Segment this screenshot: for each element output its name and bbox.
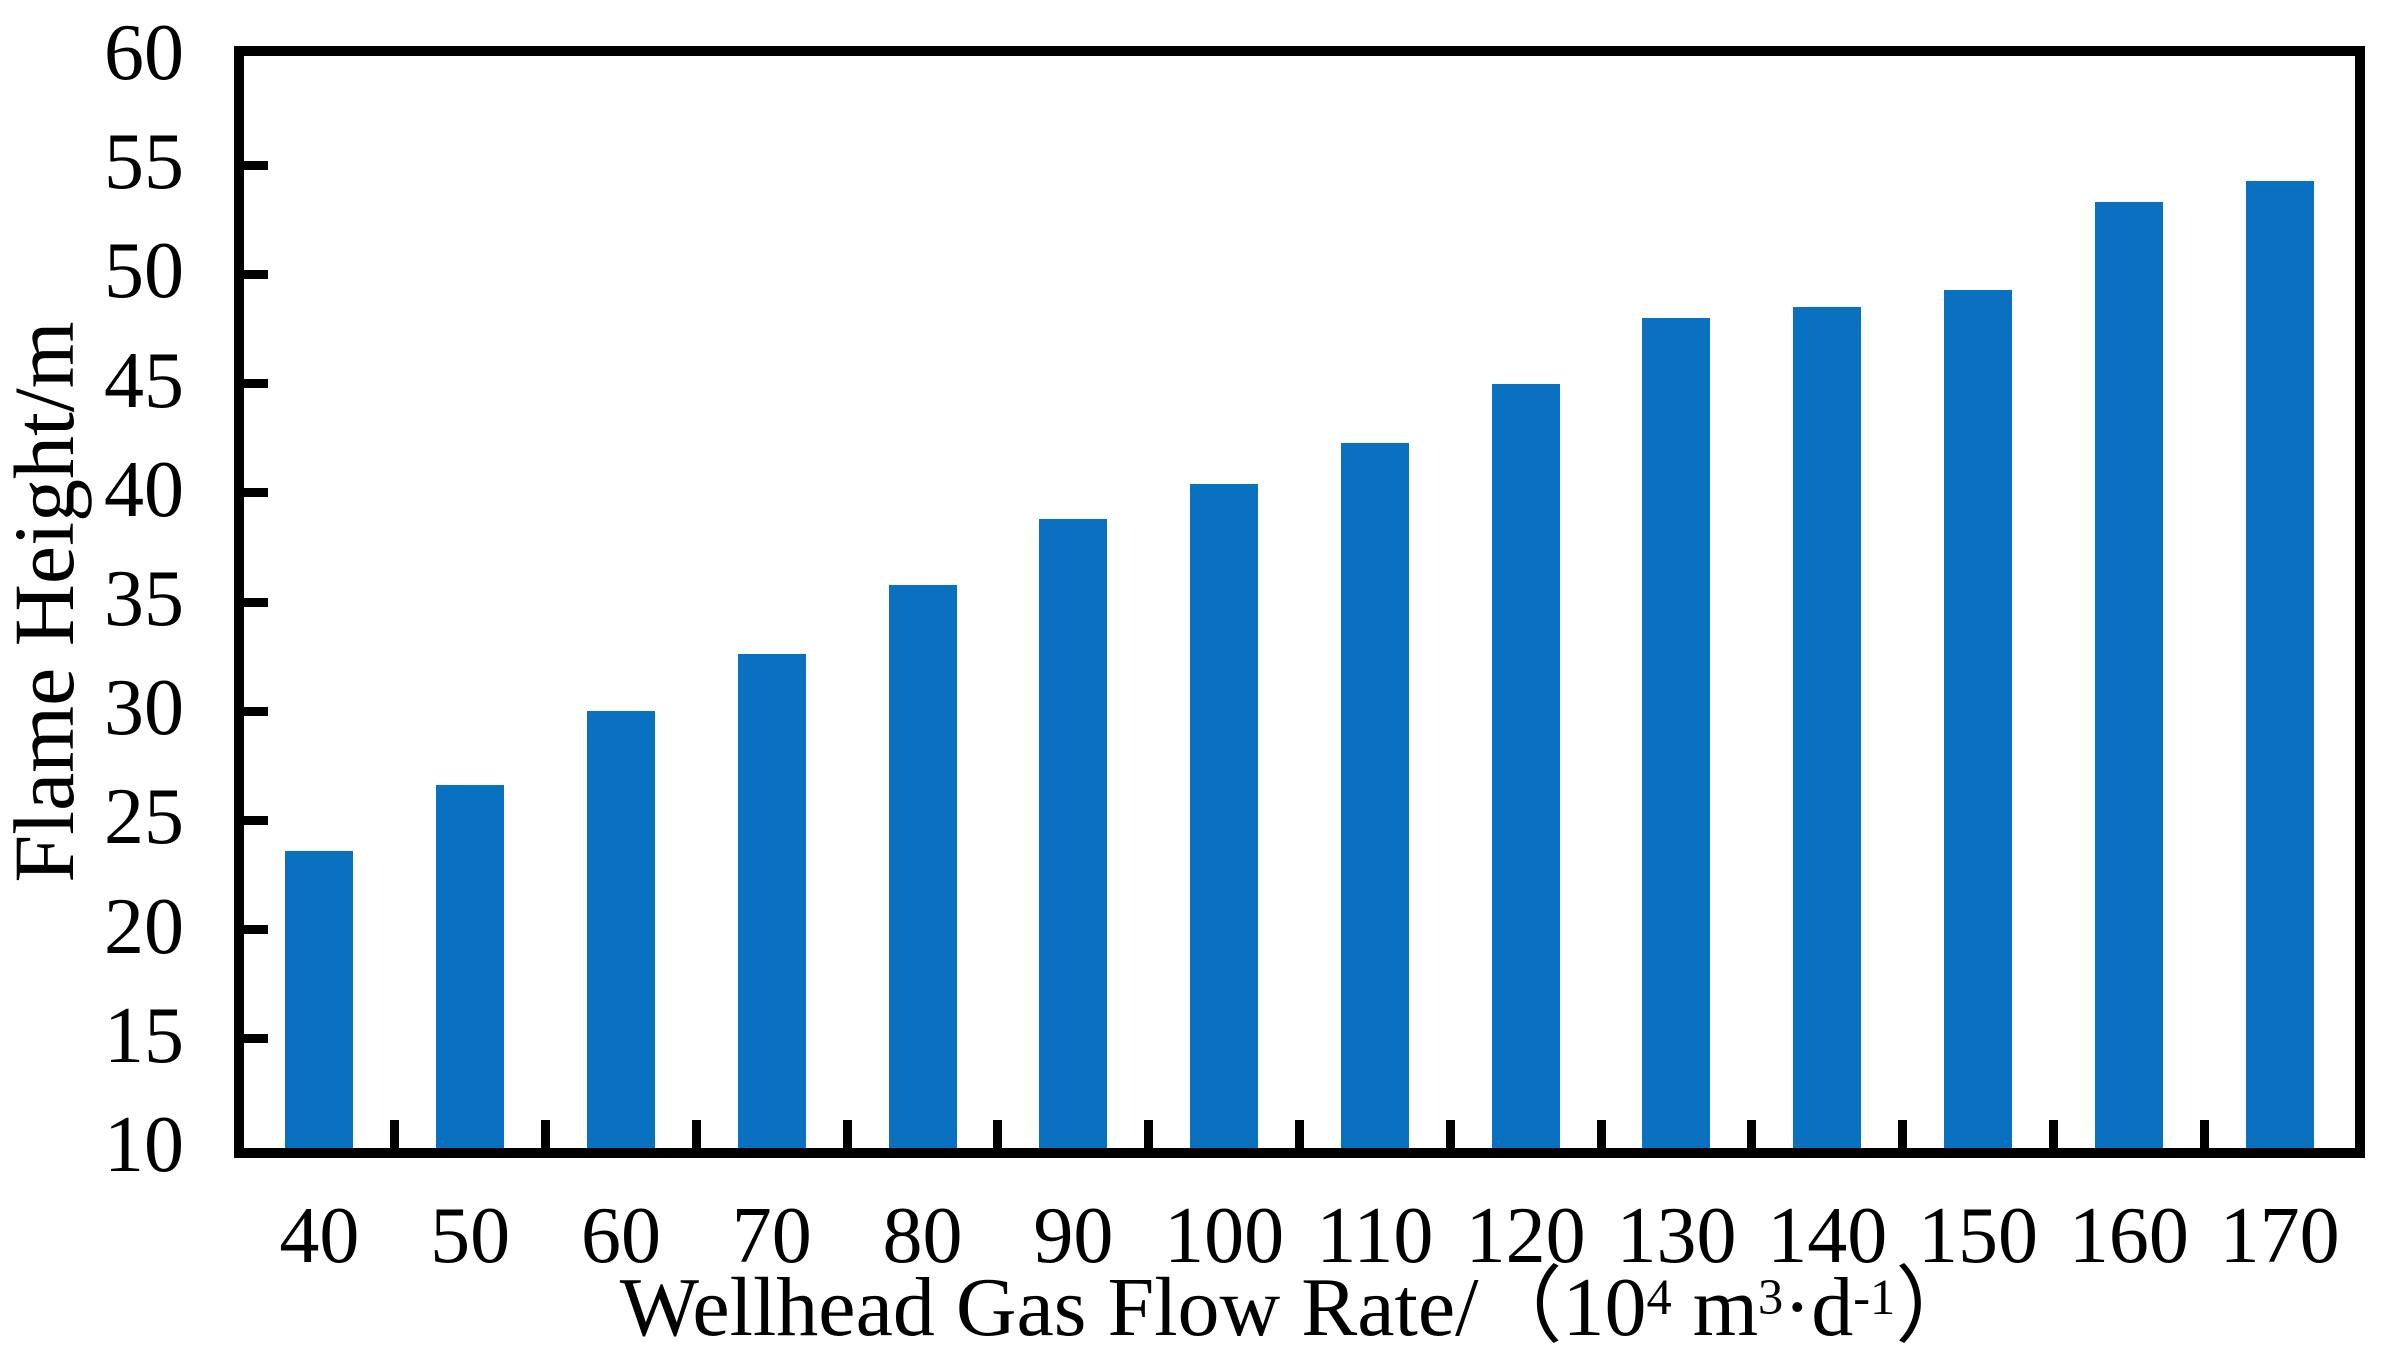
plot-inner-region: [244, 56, 2355, 1148]
bar-160: [2094, 202, 2163, 1148]
x-tick-boundary-2: [541, 1120, 551, 1148]
y-tick-20: [244, 925, 268, 935]
y-tick-label-40: 40: [104, 445, 184, 534]
x-tick-label-40: 40: [279, 1192, 360, 1280]
bar-140: [1793, 307, 1862, 1148]
x-tick-boundary-4: [842, 1120, 852, 1148]
bar-110: [1340, 442, 1409, 1148]
x-tick-boundary-7: [1295, 1120, 1304, 1148]
y-tick-45: [244, 379, 268, 389]
x-axis-title-superscript: 4: [1646, 1268, 1672, 1325]
y-tick-label-10: 10: [104, 1101, 184, 1189]
x-tick-boundary-9: [1596, 1120, 1606, 1148]
x-tick-boundary-1: [390, 1120, 400, 1148]
y-tick-label-50: 50: [104, 227, 184, 316]
x-tick-label-50: 50: [430, 1192, 511, 1280]
bar-100: [1190, 484, 1259, 1148]
x-axis-title: Wellhead Gas Flow Rate/（104 m3·d-1）: [244, 1258, 2355, 1358]
y-tick-50: [244, 269, 268, 279]
x-tick-boundary-12: [2048, 1120, 2058, 1148]
x-axis-title-text: ）: [1895, 1257, 1980, 1355]
x-tick-boundary-11: [1898, 1120, 1908, 1148]
bar-50: [436, 785, 505, 1148]
x-tick-label-100: 100: [1164, 1192, 1285, 1280]
x-tick-boundary-5: [993, 1120, 1003, 1148]
x-tick-boundary-6: [1144, 1120, 1154, 1148]
x-axis-title-superscript: 3: [1758, 1268, 1784, 1325]
bar-80: [888, 584, 957, 1148]
y-tick-label-30: 30: [104, 664, 184, 753]
x-axis-title-text: 10: [1562, 1261, 1647, 1354]
x-tick-label-170: 170: [2219, 1192, 2340, 1280]
y-tick-25: [244, 815, 268, 825]
y-tick-label-20: 20: [104, 882, 184, 971]
x-tick-label-130: 130: [1616, 1192, 1737, 1280]
x-axis-title-text: ·d: [1783, 1261, 1854, 1354]
y-tick-label-25: 25: [104, 773, 184, 862]
bar-70: [737, 654, 806, 1148]
x-tick-label-60: 60: [580, 1192, 661, 1280]
x-axis-title-text: （: [1478, 1257, 1563, 1355]
x-tick-label-150: 150: [1918, 1192, 2039, 1280]
plot-area: [234, 46, 2365, 1158]
bar-60: [586, 711, 655, 1148]
y-tick-15: [244, 1034, 268, 1044]
x-axis-title-text: m: [1671, 1261, 1759, 1354]
x-tick-label-160: 160: [2068, 1192, 2189, 1280]
y-tick-35: [244, 597, 268, 607]
y-tick-30: [244, 706, 268, 716]
y-tick-55: [244, 160, 268, 170]
y-tick-label-55: 55: [104, 118, 184, 207]
bar-90: [1039, 519, 1108, 1148]
bar-40: [285, 850, 354, 1148]
y-tick-40: [244, 488, 268, 498]
x-axis-title-text: Wellhead Gas Flow Rate/: [619, 1261, 1479, 1354]
x-tick-boundary-8: [1445, 1120, 1455, 1148]
bar-120: [1491, 383, 1560, 1148]
x-tick-label-80: 80: [882, 1192, 963, 1280]
x-tick-boundary-13: [2199, 1120, 2209, 1148]
x-tick-boundary-3: [691, 1120, 701, 1148]
x-axis-title-superscript: -1: [1853, 1268, 1896, 1325]
x-tick-label-140: 140: [1767, 1192, 1888, 1280]
x-tick-boundary-10: [1747, 1120, 1757, 1148]
y-tick-label-60: 60: [104, 9, 184, 97]
y-tick-label-15: 15: [104, 991, 184, 1080]
y-tick-label-45: 45: [104, 336, 184, 425]
bar-130: [1642, 318, 1711, 1148]
x-tick-label-120: 120: [1465, 1192, 1586, 1280]
x-tick-label-70: 70: [731, 1192, 812, 1280]
x-tick-label-110: 110: [1316, 1192, 1434, 1280]
y-tick-label-35: 35: [104, 555, 184, 643]
x-tick-label-90: 90: [1033, 1192, 1114, 1280]
bar-170: [2245, 180, 2314, 1148]
bar-150: [1944, 289, 2013, 1148]
